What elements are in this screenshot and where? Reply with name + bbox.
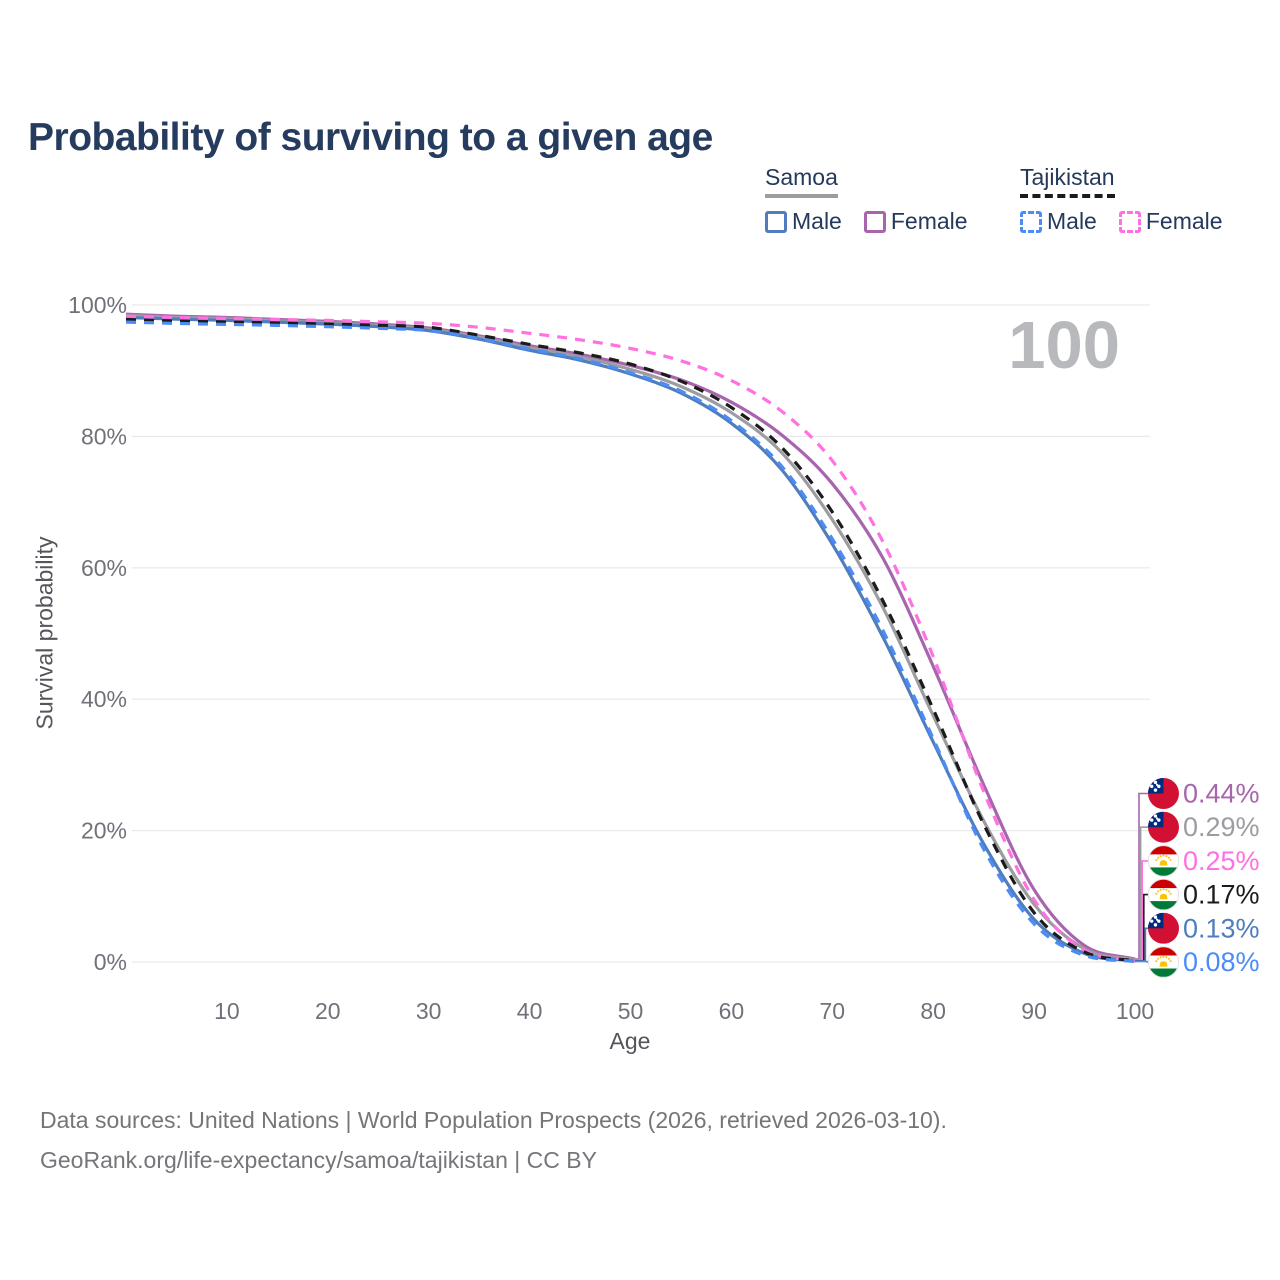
footer-data-sources: Data sources: United Nations | World Pop… [40, 1107, 947, 1133]
x-tick-label: 30 [416, 998, 442, 1024]
series-line-tajikistan-male [125, 320, 1136, 964]
x-tick-label: 100 [1116, 998, 1154, 1024]
end-labels: 0.44%0.29% 0.25% 0.17%0.13% 0.08% [1135, 778, 1260, 978]
x-tick-label: 80 [920, 998, 946, 1024]
end-label-value: 0.44% [1183, 779, 1260, 809]
y-tick-label: 80% [81, 423, 127, 449]
y-tick-label: 0% [94, 949, 127, 975]
legend-group-tajikistan: Tajikistan Male Female [1020, 164, 1245, 235]
chart-legend: Samoa Male Female Tajikistan Male [0, 164, 1280, 244]
tajikistan-flag-icon [1147, 946, 1180, 978]
x-tick-label: 20 [315, 998, 341, 1024]
footer: Data sources: United Nations | World Pop… [40, 1100, 947, 1180]
series-line-tajikistan-total [125, 317, 1136, 963]
end-label-connector-samoa-female [1135, 792, 1148, 960]
end-label-value: 0.17% [1183, 880, 1260, 910]
legend-item-samoa-male[interactable]: Male [765, 208, 842, 235]
x-tick-label: 40 [517, 998, 543, 1024]
end-label-value: 0.08% [1183, 947, 1260, 977]
tajikistan-female-swatch-icon[interactable] [1118, 210, 1141, 233]
samoa-female-swatch-icon[interactable] [863, 210, 886, 233]
end-label-tajikistan-total: 0.17% [1147, 878, 1260, 911]
legend-row-tajikistan: Male Female [1020, 208, 1245, 235]
x-tick-label: 50 [618, 998, 644, 1024]
y-tick-label: 100% [68, 292, 127, 318]
end-label-samoa-male: 0.13% [1148, 912, 1260, 944]
legend-item-label: Male [792, 208, 842, 234]
y-tick-label: 60% [81, 555, 127, 581]
x-tick-label: 70 [820, 998, 846, 1024]
legend-item-tajikistan-male[interactable]: Male [1020, 208, 1097, 235]
end-label-value: 0.25% [1183, 846, 1260, 876]
x-axis-title: Age [0, 1028, 1280, 1055]
samoa-flag-icon [1148, 912, 1179, 944]
end-label-samoa-female: 0.44% [1148, 778, 1260, 809]
end-label-connector-tajikistan-male [1135, 960, 1148, 963]
legend-row-samoa: Male Female [765, 208, 990, 235]
x-tick-label: 10 [214, 998, 240, 1024]
y-tick-label: 40% [81, 686, 127, 712]
legend-item-label: Female [1145, 208, 1223, 234]
legend-item-label: Female [890, 208, 968, 234]
samoa-flag-icon [1148, 778, 1179, 809]
tajikistan-flag-icon [1147, 878, 1180, 911]
legend-item-tajikistan-female[interactable]: Female [1118, 208, 1223, 235]
age-indicator: 100 [1008, 308, 1120, 383]
series-line-tajikistan-female [125, 314, 1136, 962]
end-label-tajikistan-female: 0.25% [1147, 845, 1260, 877]
end-label-samoa-total: 0.29% [1148, 811, 1260, 843]
samoa-male-swatch-icon[interactable] [765, 210, 787, 233]
x-axis-title-text: Age [609, 1028, 651, 1054]
legend-header-tajikistan[interactable]: Tajikistan [1020, 164, 1115, 198]
page-title: Probability of surviving to a given age [28, 116, 713, 160]
x-tick-label: 60 [719, 998, 745, 1024]
tajikistan-flag-icon [1147, 845, 1180, 877]
footer-attribution: GeoRank.org/life-expectancy/samoa/tajiki… [40, 1147, 597, 1173]
legend-header-samoa[interactable]: Samoa [765, 164, 838, 198]
x-tick-label: 90 [1021, 998, 1047, 1024]
legend-item-label: Male [1047, 208, 1097, 234]
legend-group-samoa: Samoa Male Female [765, 164, 990, 235]
plot-area[interactable] [126, 305, 1135, 962]
gridlines [132, 304, 1150, 963]
tajikistan-male-swatch-icon[interactable] [1020, 210, 1042, 233]
end-label-tajikistan-male: 0.08% [1147, 946, 1260, 978]
samoa-flag-icon [1148, 811, 1179, 843]
legend-item-samoa-female[interactable]: Female [863, 208, 968, 235]
y-tick-label: 20% [81, 818, 127, 844]
end-label-value: 0.13% [1183, 913, 1260, 943]
end-label-value: 0.29% [1183, 812, 1260, 842]
